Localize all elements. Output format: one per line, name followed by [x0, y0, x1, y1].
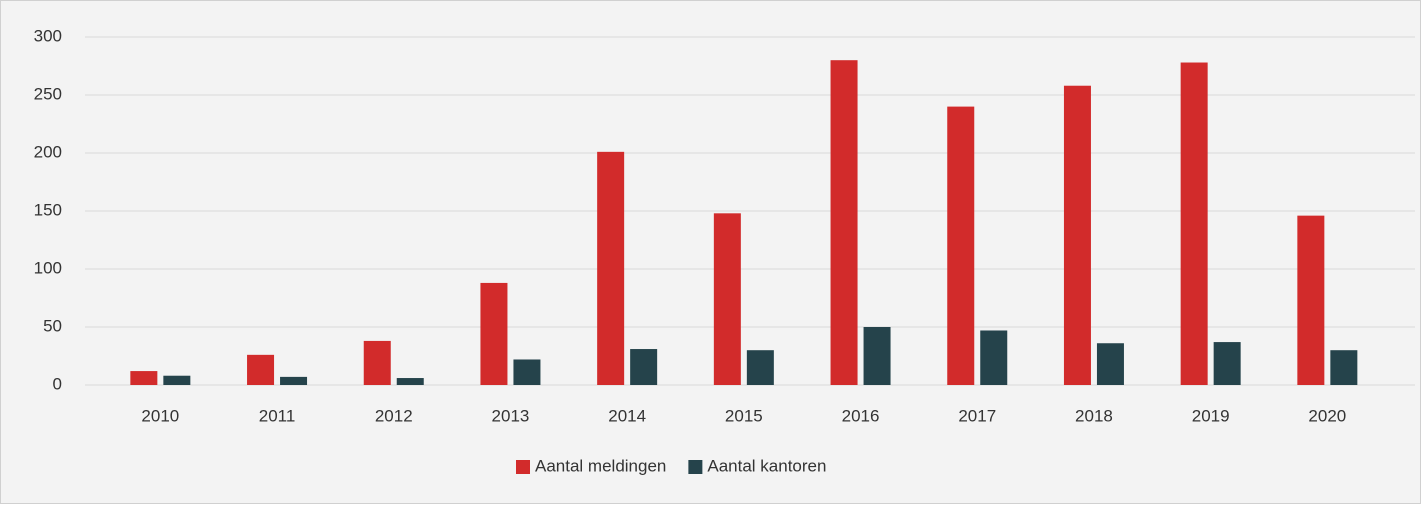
y-tick-label: 250	[34, 84, 62, 103]
bar	[396, 378, 424, 385]
bar	[1063, 85, 1091, 385]
x-tick-label: 2012	[375, 406, 413, 425]
bar	[363, 340, 391, 385]
x-tick-label: 2010	[141, 406, 179, 425]
x-tick-label: 2018	[1075, 406, 1113, 425]
y-tick-label: 0	[53, 374, 62, 393]
y-tick-label: 200	[34, 142, 62, 161]
bar	[1096, 343, 1124, 385]
bar	[863, 327, 891, 385]
bar	[713, 213, 741, 385]
legend-label: Aantal meldingen	[535, 456, 666, 475]
x-tick-label: 2011	[259, 406, 296, 425]
bar	[280, 376, 308, 385]
bar	[513, 359, 541, 385]
x-tick-label: 2016	[842, 406, 880, 425]
bar	[130, 371, 158, 385]
x-tick-label: 2015	[725, 406, 763, 425]
y-tick-label: 150	[34, 200, 62, 219]
x-tick-label: 2014	[608, 406, 646, 425]
x-tick-label: 2019	[1192, 406, 1230, 425]
bar	[247, 354, 275, 385]
legend-swatch	[516, 460, 530, 474]
bar	[947, 106, 975, 385]
y-tick-label: 50	[43, 316, 62, 335]
bar	[597, 151, 625, 385]
bar	[1180, 62, 1208, 386]
bar	[746, 350, 774, 385]
y-tick-label: 100	[34, 258, 62, 277]
y-tick-label: 300	[34, 26, 62, 45]
bar	[1330, 350, 1358, 385]
x-tick-label: 2020	[1308, 406, 1346, 425]
bar	[480, 282, 508, 385]
bar	[1297, 215, 1325, 385]
legend-swatch	[688, 460, 703, 474]
x-tick-label: 2013	[492, 406, 530, 425]
bar	[830, 60, 858, 385]
legend-label: Aantal kantoren	[707, 456, 826, 475]
x-tick-label: 2017	[958, 406, 996, 425]
bar	[980, 330, 1008, 385]
bar	[630, 349, 658, 385]
bar	[163, 375, 191, 385]
bar	[1213, 342, 1241, 385]
